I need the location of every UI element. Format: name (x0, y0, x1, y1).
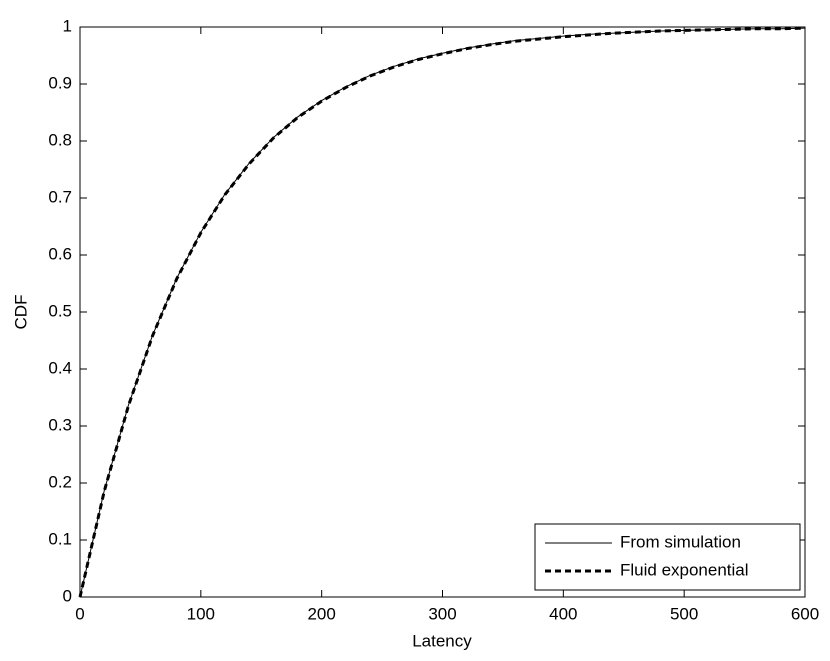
legend-label: Fluid exponential (620, 560, 749, 579)
x-tick-label: 500 (670, 604, 698, 623)
y-axis-label: CDF (11, 295, 30, 330)
x-tick-label: 600 (791, 604, 819, 623)
y-tick-label: 0 (63, 586, 72, 605)
y-tick-label: 1 (63, 16, 72, 35)
legend-box (534, 523, 801, 591)
y-tick-label: 0.7 (48, 187, 72, 206)
y-tick-label: 0.1 (48, 529, 72, 548)
legend-label: From simulation (620, 532, 741, 551)
y-tick-label: 0.2 (48, 472, 72, 491)
y-tick-label: 0.5 (48, 301, 72, 320)
y-tick-label: 0.9 (48, 73, 72, 92)
x-tick-label: 0 (75, 604, 84, 623)
y-tick-label: 0.6 (48, 244, 72, 263)
y-tick-label: 0.8 (48, 130, 72, 149)
plot-frame (79, 26, 806, 598)
x-tick-label: 400 (549, 604, 577, 623)
y-tick-label: 0.4 (48, 358, 72, 377)
series-line (78, 26, 806, 598)
x-tick-label: 300 (428, 604, 456, 623)
x-axis-label: Latency (412, 631, 472, 650)
y-tick-label: 0.3 (48, 415, 72, 434)
x-tick-label: 100 (187, 604, 215, 623)
x-tick-label: 200 (307, 604, 335, 623)
